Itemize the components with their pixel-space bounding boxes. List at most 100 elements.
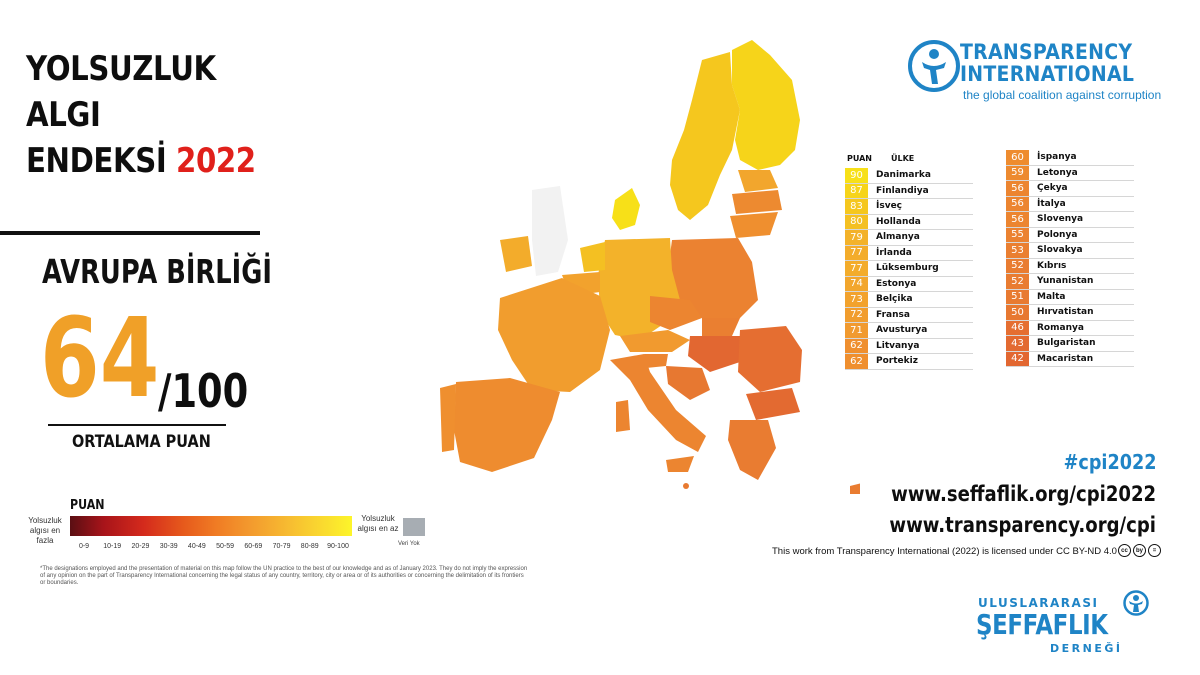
table-row: 77 İrlanda (845, 245, 973, 261)
map-romania (738, 326, 802, 392)
row-score: 77 (845, 261, 868, 276)
row-score: 42 (1006, 351, 1029, 366)
row-score: 50 (1006, 305, 1029, 320)
table-row: 55 Polonya (1006, 227, 1134, 243)
row-country: Hollanda (876, 216, 921, 227)
license-text: This work from Transparency Internationa… (772, 546, 1117, 557)
map-disclaimer: *The designations employed and the prese… (40, 566, 528, 586)
map-czechia (650, 296, 702, 330)
row-country: Slovenya (1037, 214, 1084, 225)
table-row: 42 Macaristan (1006, 351, 1134, 367)
row-country: Polonya (1037, 229, 1078, 240)
map-latvia (732, 190, 782, 214)
table-rows-left: 90 Danimarka 87 Finlandiya 83 İsveç 80 Hollanda… (845, 168, 973, 370)
table-row: 56 İtalya (1006, 196, 1134, 212)
row-country: Lüksemburg (876, 263, 939, 274)
map-finland (732, 40, 800, 170)
index-title: YOLSUZLUK ALGI ENDEKSİ 2022 (26, 46, 256, 184)
table-row: 52 Kıbrıs (1006, 258, 1134, 274)
seffaflik-url-link[interactable]: www.seffaflik.org/cpi2022 (891, 482, 1156, 506)
table-row: 60 İspanya (1006, 150, 1134, 166)
legend-color-scale (70, 516, 352, 536)
row-country: Çekya (1037, 183, 1068, 194)
row-score: 74 (845, 276, 868, 291)
table-header: PUAN ÜLKE (845, 152, 973, 168)
map-denmark (612, 188, 640, 230)
row-score: 90 (845, 168, 868, 183)
row-country: Kıbrıs (1037, 260, 1067, 271)
by-icon: by (1133, 544, 1146, 557)
table-row: 56 Slovenya (1006, 212, 1134, 228)
table-row: 50 Hırvatistan (1006, 305, 1134, 321)
map-slovakia (702, 318, 740, 336)
legend-range: 10-19 (103, 543, 122, 550)
row-country: Macaristan (1037, 353, 1094, 364)
map-sardinia (616, 400, 630, 432)
row-country: Fransa (876, 309, 910, 320)
table-row: 51 Malta (1006, 289, 1134, 305)
region-score-max: /100 (158, 364, 249, 418)
cc-icon: cc (1118, 544, 1131, 557)
table-row: 46 Romanya (1006, 320, 1134, 336)
legend-no-data-swatch (403, 518, 425, 536)
row-score: 55 (1006, 227, 1029, 242)
eu-choropleth-map (440, 40, 860, 494)
row-country: Estonya (876, 278, 917, 289)
row-country: Romanya (1037, 322, 1084, 333)
table-row: 52 Yunanistan (1006, 274, 1134, 290)
row-country: İrlanda (876, 247, 912, 258)
map-uk (532, 186, 568, 276)
map-slovenia (644, 354, 668, 368)
row-country: Letonya (1037, 167, 1078, 178)
row-score: 80 (845, 214, 868, 229)
map-bulgaria (746, 388, 800, 420)
header-country: ÜLKE (891, 154, 915, 163)
map-ireland (500, 236, 532, 272)
table-row: 72 Fransa (845, 307, 973, 323)
title-divider (0, 231, 260, 235)
ti-name-line-2: INTERNATIONAL (960, 62, 1135, 86)
table-row: 73 Belçika (845, 292, 973, 308)
row-score: 73 (845, 292, 868, 307)
table-row: 59 Letonya (1006, 165, 1134, 181)
legend-range: 20-29 (131, 543, 150, 550)
map-cyprus (850, 483, 860, 494)
map-poland (668, 238, 758, 318)
org-name-bottom: DERNEĞİ (1050, 642, 1123, 655)
hashtag-link[interactable]: #cpi2022 (1063, 450, 1156, 474)
row-score: 56 (1006, 212, 1029, 227)
row-country: Almanya (876, 232, 920, 243)
legend-range: 70-79 (272, 543, 291, 550)
region-name: AVRUPA BİRLİĞİ (42, 252, 272, 291)
table-row: 87 Finlandiya (845, 183, 973, 199)
score-divider (48, 424, 226, 426)
legend-most-corrupt-label: Yolsuzluk algısı en fazla (28, 516, 62, 545)
table-row: 90 Danimarka (845, 168, 973, 184)
legend-title: PUAN (70, 498, 105, 513)
table-row: 83 İsveç (845, 199, 973, 215)
row-score: 43 (1006, 336, 1029, 351)
transparency-url-link[interactable]: www.transparency.org/cpi (889, 513, 1156, 537)
row-country: Belçika (876, 294, 913, 305)
row-country: İspanya (1037, 152, 1077, 163)
title-line-2: ALGI (26, 95, 101, 135)
row-score: 62 (845, 354, 868, 369)
legend-no-data-label: Veri Yok (398, 541, 420, 547)
row-score: 79 (845, 230, 868, 245)
transparency-international-name: TRANSPARENCY INTERNATIONAL (960, 41, 1140, 85)
table-rows-right: 60 İspanya 59 Letonya 56 Çekya 56 İtalya 56 Slove… (1006, 150, 1134, 367)
map-sicily (666, 456, 694, 472)
row-score: 51 (1006, 289, 1029, 304)
map-spain (454, 378, 560, 472)
legend-range: 30-39 (159, 543, 178, 550)
legend-range: 40-49 (187, 543, 206, 550)
row-score: 53 (1006, 243, 1029, 258)
table-row: 56 Çekya (1006, 181, 1134, 197)
map-greece (728, 420, 776, 480)
row-score: 72 (845, 307, 868, 322)
map-lithuania (730, 212, 778, 238)
nd-icon: = (1148, 544, 1161, 557)
legend-range: 60-69 (244, 543, 263, 550)
seffaflik-logo-icon (1123, 590, 1149, 616)
row-country: Portekiz (876, 356, 918, 367)
